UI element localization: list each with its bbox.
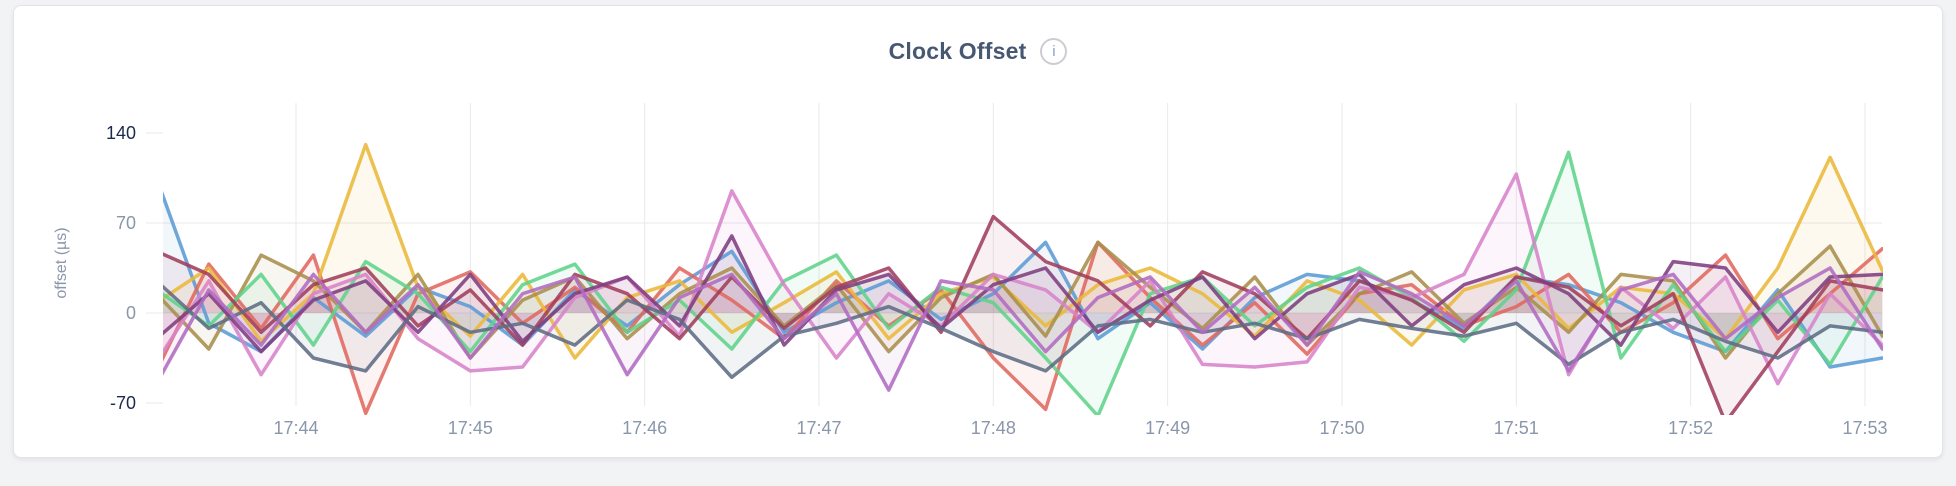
x-tick-label: 17:52 [1668, 418, 1714, 438]
series-gold-area [163, 144, 1883, 358]
y-tick-label: 0 [125, 303, 136, 323]
chart-header: Clock Offset i [14, 34, 1942, 68]
x-tick-label: 17:49 [1145, 418, 1191, 438]
series-purple-line [163, 234, 1883, 354]
y-tick-label: -70 [109, 393, 136, 413]
series-maroon-line [163, 214, 1883, 415]
x-tick-label: 17:50 [1319, 418, 1365, 438]
series-lines [163, 142, 1883, 415]
info-icon-glyph: i [1052, 42, 1056, 60]
x-tick-label: 17:45 [447, 418, 493, 438]
series-purple-area [163, 235, 1883, 352]
x-tick-label: 17:51 [1493, 418, 1539, 438]
chart-title: Clock Offset [888, 37, 1027, 64]
x-tick-label: 17:53 [1842, 418, 1888, 438]
y-tick-label: 70 [115, 213, 136, 233]
series-red-area [163, 242, 1883, 414]
y-tick-label: 140 [105, 123, 136, 143]
series-olive-line [163, 240, 1883, 360]
x-tick-label: 17:44 [273, 418, 319, 438]
x-tick-label: 17:46 [622, 418, 668, 438]
series-violet-line [163, 266, 1883, 392]
gridlines [146, 103, 1882, 406]
series-blue-line [163, 190, 1883, 369]
x-tick-label: 17:48 [970, 418, 1016, 438]
series-green-area [163, 152, 1883, 415]
x-tick-label: 17:47 [796, 418, 842, 438]
info-icon[interactable]: i [1040, 37, 1068, 65]
